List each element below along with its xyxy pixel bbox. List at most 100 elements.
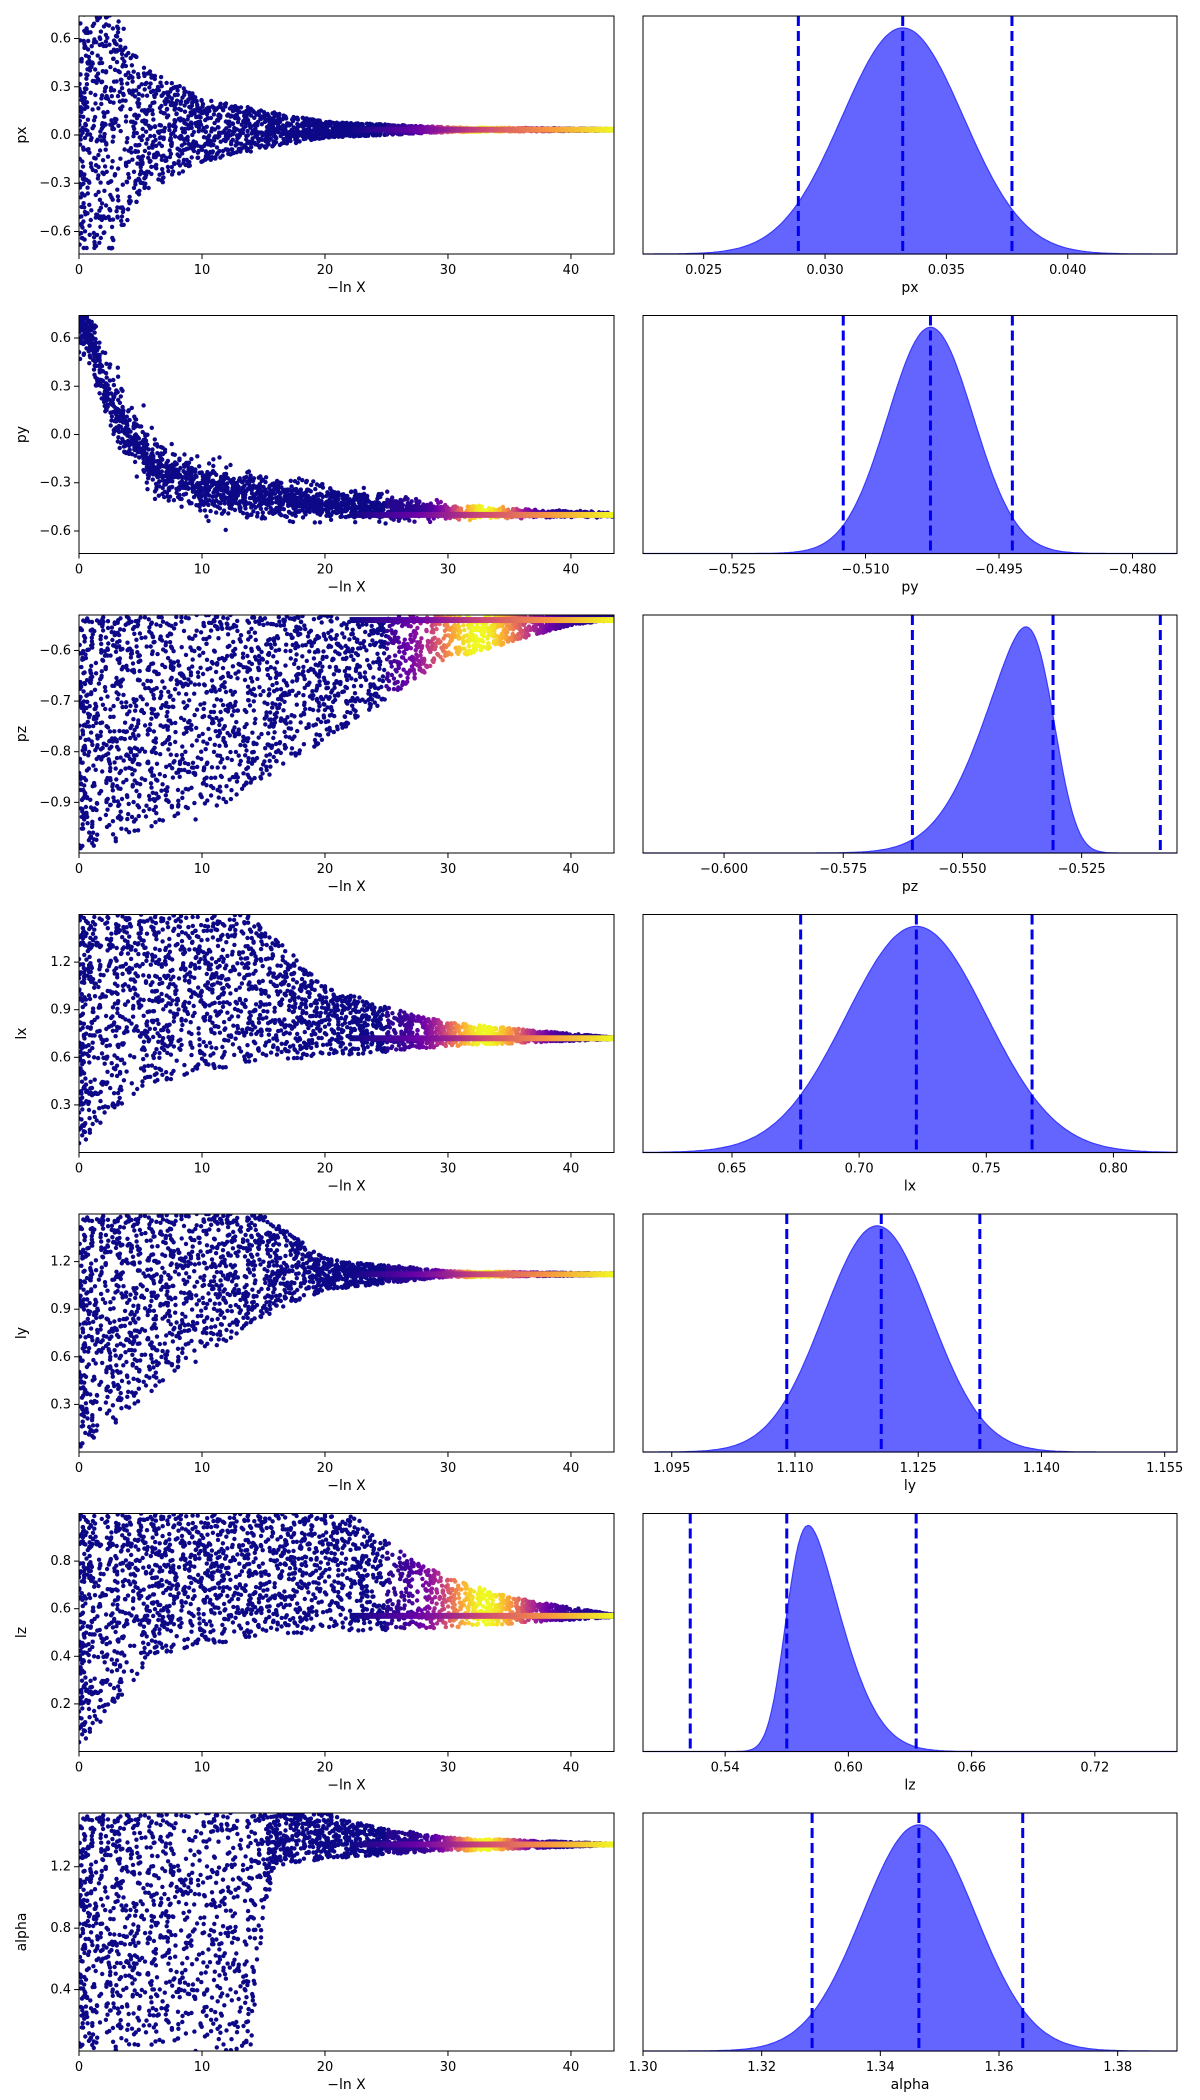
trace-point xyxy=(90,23,96,29)
trace-point xyxy=(127,90,133,95)
trace-point xyxy=(345,493,350,499)
trace-point xyxy=(294,126,299,131)
trace-point xyxy=(118,394,124,399)
trace-point xyxy=(137,455,142,460)
trace-point xyxy=(397,505,403,511)
trace-point xyxy=(160,485,165,491)
trace-point xyxy=(162,494,167,500)
trace-point xyxy=(93,101,98,106)
trace-point xyxy=(103,32,109,38)
trace-point xyxy=(322,133,327,138)
trace-point xyxy=(99,126,105,131)
trace-point xyxy=(108,64,113,70)
trace-point xyxy=(215,504,220,509)
trace-point xyxy=(232,507,238,513)
trace-point xyxy=(198,508,203,513)
trace-point xyxy=(142,185,147,191)
trace-point xyxy=(140,126,145,132)
trace-point xyxy=(218,501,223,506)
trace-point xyxy=(148,104,153,109)
trace-point xyxy=(111,377,116,383)
trace-point xyxy=(407,518,412,523)
trace-point xyxy=(245,479,251,484)
trace-point xyxy=(295,115,300,121)
y-tick-label: 0.0 xyxy=(50,128,71,143)
trace-point xyxy=(163,158,168,163)
trace-point xyxy=(91,348,96,354)
trace-point xyxy=(195,120,200,125)
x-tick-label: 0 xyxy=(75,263,83,278)
trace-point xyxy=(245,120,251,125)
trace-point xyxy=(146,145,152,150)
trace-point xyxy=(167,124,172,129)
trace-point xyxy=(219,488,224,493)
trace-point xyxy=(253,142,258,147)
trace-point xyxy=(79,304,83,308)
trace-point xyxy=(253,129,258,134)
trace-point xyxy=(224,134,230,139)
trace-point xyxy=(105,383,110,388)
trace-point xyxy=(241,494,246,499)
trace-point xyxy=(138,180,143,185)
trace-point xyxy=(103,69,109,74)
trace-point xyxy=(284,141,289,146)
trace-point xyxy=(114,79,119,84)
trace-point xyxy=(178,107,184,113)
trace-point xyxy=(84,304,88,308)
trace-point xyxy=(309,500,314,505)
trace-point xyxy=(171,498,177,503)
trace-point xyxy=(88,30,93,35)
trace-point xyxy=(258,506,264,511)
trace-point xyxy=(99,364,105,369)
trace-point xyxy=(107,365,112,370)
trace-point xyxy=(352,496,357,501)
trace-point xyxy=(98,134,103,139)
trace-point xyxy=(183,491,189,496)
trace-point xyxy=(203,496,208,501)
trace-point xyxy=(77,295,81,299)
trace-point xyxy=(181,475,186,480)
trace-point xyxy=(351,500,356,505)
trace-point xyxy=(279,485,284,490)
trace-point xyxy=(260,510,265,515)
trace-point xyxy=(84,72,89,77)
trace-point xyxy=(149,73,154,78)
trace-point xyxy=(157,135,162,141)
trace-point xyxy=(343,514,348,520)
trace-point xyxy=(110,217,116,222)
trace-point xyxy=(255,510,260,516)
trace-point xyxy=(272,140,278,146)
trace-point xyxy=(118,156,123,161)
trace-point xyxy=(249,144,254,150)
trace-point xyxy=(216,133,221,138)
trace-point xyxy=(102,384,107,389)
trace-point xyxy=(252,123,257,128)
trace-point xyxy=(152,124,158,130)
trace-point xyxy=(89,307,93,311)
trace-point xyxy=(250,108,255,113)
trace-point xyxy=(293,488,298,493)
trace-point xyxy=(229,506,234,511)
trace-point xyxy=(99,60,105,66)
trace-point xyxy=(281,136,286,142)
trace-point xyxy=(141,460,146,465)
trace-point xyxy=(122,59,127,64)
trace-point xyxy=(324,120,330,126)
trace-point xyxy=(264,500,269,505)
trace-point xyxy=(197,114,202,119)
trace-point xyxy=(146,476,151,481)
trace-point xyxy=(195,104,200,110)
trace-point xyxy=(247,139,252,144)
trace-point xyxy=(132,414,137,419)
trace-point xyxy=(79,89,83,94)
trace-point xyxy=(99,79,105,84)
trace-point xyxy=(123,114,129,119)
trace-point xyxy=(205,156,210,161)
trace-point xyxy=(208,508,213,514)
trace-point xyxy=(347,497,352,502)
trace-point xyxy=(133,453,138,458)
trace-point xyxy=(152,100,157,105)
trace-point xyxy=(216,113,221,118)
trace-point xyxy=(111,134,116,139)
